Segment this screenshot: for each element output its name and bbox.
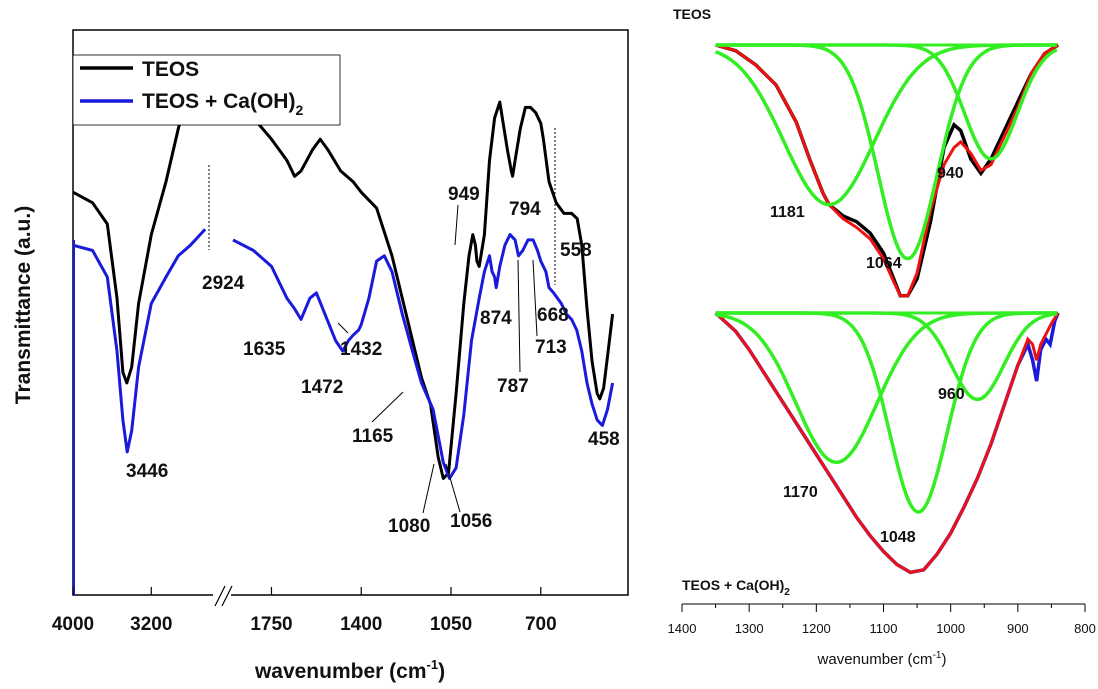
leader-1080 — [422, 463, 435, 514]
peak-label-1056: 1056 — [450, 511, 492, 532]
right-x-axis-label-tail: ) — [941, 651, 946, 668]
rb-component-1170 — [715, 311, 1057, 465]
left-x-axis-label-main: wavenumber (cm — [254, 660, 427, 683]
break-slash-1 — [214, 585, 226, 607]
left-x-tick-label-700: 700 — [525, 614, 557, 635]
peak-label-787: 787 — [497, 376, 529, 397]
right-top-peak-labels: 1181 1064 940 — [770, 165, 964, 272]
left-x-tick-label-3200: 3200 — [130, 614, 172, 635]
peak-label-1635: 1635 — [243, 339, 286, 360]
rb-component-1048 — [715, 311, 1057, 514]
rt-component-940 — [715, 43, 1058, 161]
right-top-deconvolution-panel: TEOS 1181 1064 940 — [673, 6, 1060, 298]
legend: TEOS TEOS + Ca(OH)2 — [72, 54, 341, 126]
rt-peak-label-940: 940 — [937, 165, 964, 182]
peak-annotations: 3446 2924 1635 1472 1432 1165 1080 1056 … — [126, 184, 620, 537]
series-line-teos-seg2 — [231, 90, 615, 480]
legend-label-teos: TEOS — [142, 58, 199, 81]
left-x-axis-label-tail: ) — [438, 660, 445, 683]
right-x-axis-label-main: wavenumber (cm — [817, 651, 933, 668]
peak-label-2924: 2924 — [202, 273, 245, 294]
peak-label-874: 874 — [480, 308, 512, 329]
rt-peak-label-1181: 1181 — [770, 204, 805, 221]
right-bottom-deconvolution-panel: TEOS + Ca(OH)2 1170 1048 960 1400 1300 120… — [668, 311, 1096, 668]
leader-713 — [532, 259, 538, 337]
series-line-teos-ca-seg1 — [72, 228, 207, 454]
rb-component-960 — [715, 311, 1057, 402]
axis-break-marker — [213, 585, 233, 607]
left-x-tick-label-1400: 1400 — [340, 614, 382, 635]
rb-peak-label-1048: 1048 — [880, 529, 916, 546]
right-top-title: TEOS — [673, 6, 711, 22]
right-x-tick-label-1200: 1200 — [802, 621, 831, 636]
right-x-ticks: 1400 1300 1200 1100 1000 900 800 — [668, 604, 1096, 636]
peak-label-668: 668 — [537, 305, 569, 326]
peak-label-713: 713 — [535, 337, 567, 358]
left-x-tick-label-4000: 4000 — [52, 614, 94, 635]
right-x-tick-label-1000: 1000 — [936, 621, 965, 636]
left-x-tick-label-1050: 1050 — [430, 614, 472, 635]
right-bottom-title-main: TEOS + Ca(OH) — [682, 577, 784, 593]
right-x-axis-label: wavenumber (cm-1) — [817, 650, 947, 668]
break-slash-2 — [221, 585, 233, 607]
annotation-leaders — [208, 128, 556, 514]
leader-1056 — [445, 463, 461, 513]
leader-787 — [517, 259, 521, 373]
right-bottom-title-sub: 2 — [784, 587, 790, 598]
break-mask — [213, 585, 231, 605]
right-x-tick-label-800: 800 — [1074, 621, 1096, 636]
peak-label-1432: 1432 — [340, 339, 382, 360]
right-x-axis-label-sup: -1 — [933, 650, 942, 661]
leader-1165 — [371, 391, 404, 423]
right-x-tick-label-900: 900 — [1007, 621, 1029, 636]
right-bottom-peak-labels: 1170 1048 960 — [783, 386, 965, 546]
peak-label-949: 949 — [448, 184, 480, 205]
peak-label-794: 794 — [509, 199, 541, 220]
right-bottom-curves — [714, 311, 1060, 575]
left-ftir-panel: 4000 3200 1750 1400 1050 700 TEOS TEOS + Ca(O… — [12, 29, 629, 683]
left-x-tick-label-1750: 1750 — [250, 614, 292, 635]
right-x-tick-label-1300: 1300 — [735, 621, 764, 636]
right-top-curves — [714, 43, 1060, 298]
left-x-axis-label: wavenumber (cm-1) — [254, 657, 445, 683]
leader-1432 — [337, 322, 349, 334]
right-x-tick-label-1400: 1400 — [668, 621, 697, 636]
peak-label-458: 458 — [588, 429, 620, 450]
peak-label-1080: 1080 — [388, 516, 430, 537]
rb-peak-label-960: 960 — [938, 386, 965, 403]
right-x-tick-label-1100: 1100 — [870, 621, 898, 636]
legend-label-teos-ca-sub: 2 — [295, 102, 303, 118]
peak-label-1472: 1472 — [301, 377, 343, 398]
legend-label-teos-ca: TEOS + Ca(OH)2 — [142, 90, 303, 118]
rb-fit-envelope — [714, 311, 1060, 574]
rt-fit-envelope — [715, 43, 1059, 298]
left-x-ticks: 4000 3200 1750 1400 1050 700 — [52, 587, 557, 635]
peak-label-558: 558 — [560, 240, 592, 261]
right-bottom-title: TEOS + Ca(OH)2 — [682, 577, 790, 598]
legend-label-teos-ca-main: TEOS + Ca(OH) — [142, 90, 295, 113]
left-y-axis-label: Transmittance (a.u.) — [12, 206, 35, 404]
rb-peak-label-1170: 1170 — [783, 484, 818, 501]
leader-949 — [454, 204, 459, 246]
peak-label-3446: 3446 — [126, 461, 168, 482]
rt-peak-label-1064: 1064 — [866, 255, 902, 272]
series-line-teos-ca-seg2 — [232, 233, 615, 480]
left-x-axis-label-sup: -1 — [427, 657, 439, 672]
peak-label-1165: 1165 — [352, 426, 394, 447]
